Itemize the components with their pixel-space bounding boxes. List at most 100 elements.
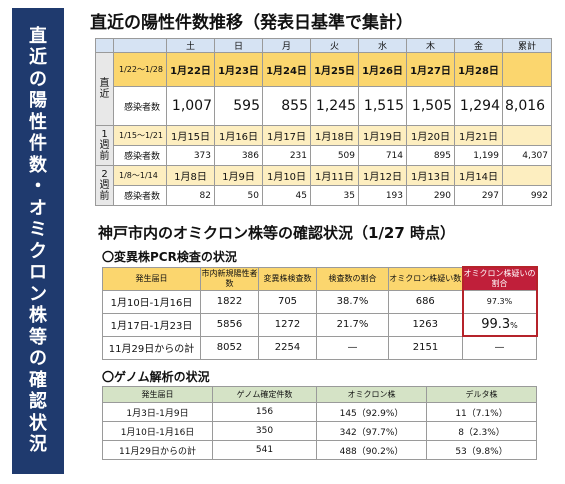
section-title-case-trend: 直近の陽性件数推移（発表日基準で集計） bbox=[90, 13, 413, 33]
header-cell: 日 bbox=[214, 38, 263, 53]
date-cell-empty bbox=[502, 125, 552, 146]
table-cell: 350 bbox=[212, 421, 317, 441]
date-range: 1/15～1/21 bbox=[113, 125, 167, 146]
count-cell: 231 bbox=[262, 145, 311, 166]
big-percent-value: 99.3 bbox=[481, 316, 511, 332]
banner-char: ロ bbox=[29, 262, 47, 283]
table-cell: — bbox=[316, 335, 389, 360]
total-cell: 8,016 bbox=[502, 86, 552, 126]
count-cell: 1,199 bbox=[454, 145, 503, 166]
header-cell: 発生届日 bbox=[102, 386, 213, 403]
date-cell: 1月21日 bbox=[454, 125, 503, 146]
header-cell: 金 bbox=[454, 38, 503, 53]
count-cell: 297 bbox=[454, 185, 503, 206]
banner-char: の bbox=[29, 68, 47, 90]
period-label: 2週前 bbox=[95, 165, 114, 206]
count-cell: 386 bbox=[214, 145, 263, 166]
table-cell: 5856 bbox=[200, 312, 259, 337]
banner-char: 株 bbox=[29, 305, 47, 326]
banner-char: 数 bbox=[29, 154, 47, 176]
table-row: 11月29日からの計 541 488（90.2%） 53（9.8%） bbox=[102, 440, 537, 460]
count-cell: 290 bbox=[406, 185, 455, 206]
banner-char: 状 bbox=[29, 412, 47, 434]
period-label: 1週前 bbox=[95, 125, 114, 166]
count-row: 感染者数 82 50 45 35 193 290 297 992 bbox=[96, 185, 552, 206]
table-cell: 1272 bbox=[258, 312, 317, 337]
period-label: 直近 bbox=[95, 52, 114, 126]
section-title-omicron: 神戸市内のオミクロン株等の確認状況（1/27 時点） bbox=[98, 224, 456, 242]
count-cell: 895 bbox=[406, 145, 455, 166]
banner-char: ミ bbox=[29, 219, 47, 240]
row-label: 感染者数 bbox=[113, 145, 167, 166]
date-cell: 1月28日 bbox=[454, 52, 503, 87]
period-label-text: 1週前 bbox=[99, 129, 110, 162]
subtitle-genome: 〇ゲノム解析の状況 bbox=[102, 370, 210, 384]
table-cell-highlight: 99.3% bbox=[461, 312, 538, 337]
count-cell: 373 bbox=[166, 145, 215, 166]
date-cell: 1月12日 bbox=[358, 165, 407, 186]
period-label-text: 直近 bbox=[99, 78, 110, 100]
count-cell: 45 bbox=[262, 185, 311, 206]
table-row: 1月10日-1月16日 1822 705 38.7% 686 97.3% bbox=[102, 289, 538, 314]
header-cell: オミクロン株 bbox=[316, 386, 427, 403]
count-cell: 35 bbox=[310, 185, 359, 206]
table-cell: 1月10日-1月16日 bbox=[102, 421, 213, 441]
count-cell: 82 bbox=[166, 185, 215, 206]
date-cell: 1月13日 bbox=[406, 165, 455, 186]
header-cell: 累計 bbox=[502, 38, 552, 53]
date-cell: 1月27日 bbox=[406, 52, 455, 87]
header-row: 発生届日 ゲノム確定件数 オミクロン株 デルタ株 bbox=[102, 386, 537, 403]
banner-char: 近 bbox=[29, 47, 47, 68]
table-cell: 21.7% bbox=[316, 312, 389, 337]
table-cell: — bbox=[462, 335, 537, 360]
date-cell: 1月9日 bbox=[214, 165, 263, 186]
count-cell: 1,007 bbox=[166, 86, 215, 126]
table-cell: 2151 bbox=[388, 335, 463, 360]
date-cell: 1月8日 bbox=[166, 165, 215, 186]
header-cell: 市内新規陽性者数 bbox=[200, 266, 259, 291]
header-cell: 火 bbox=[310, 38, 359, 53]
count-cell: 714 bbox=[358, 145, 407, 166]
row-label: 感染者数 bbox=[113, 185, 167, 206]
banner-char: ・ bbox=[29, 176, 47, 197]
header-cell: 水 bbox=[358, 38, 407, 53]
date-range: 1/8～1/14 bbox=[113, 165, 167, 186]
date-cell: 1月10日 bbox=[262, 165, 311, 186]
side-banner: 直 近 の 陽 性 件 数 ・ オ ミ ク ロ ン 株 等 の 確 認 状 況 bbox=[12, 8, 64, 474]
table-cell: 1822 bbox=[200, 289, 259, 314]
table-cell: 156 bbox=[212, 402, 317, 422]
count-cell: 855 bbox=[262, 86, 311, 126]
header-cell: デルタ株 bbox=[426, 386, 537, 403]
header-cell-highlight: オミクロン株疑いの割合 bbox=[461, 266, 538, 291]
table-cell: 2254 bbox=[258, 335, 317, 360]
header-cell: オミクロン株疑い数 bbox=[388, 266, 463, 291]
table-row: 1月10日-1月16日 350 342（97.7%） 8（2.3%） bbox=[102, 421, 537, 441]
table-cell: 1月3日-1月9日 bbox=[102, 402, 213, 422]
header-cell: ゲノム確定件数 bbox=[212, 386, 317, 403]
total-cell: 992 bbox=[502, 185, 552, 206]
case-trend-table: 土 日 月 火 水 木 金 累計 直近 1/22～1/28 1月22日 1月23… bbox=[95, 38, 552, 206]
table-row: 11月29日からの計 8052 2254 — 2151 — bbox=[102, 335, 537, 360]
header-cell: 月 bbox=[262, 38, 311, 53]
table-cell: 11月29日からの計 bbox=[102, 440, 213, 460]
table-cell: 8052 bbox=[200, 335, 259, 360]
banner-char: 等 bbox=[29, 326, 47, 348]
header-cell: 木 bbox=[406, 38, 455, 53]
header-row: 土 日 月 火 水 木 金 累計 bbox=[95, 38, 552, 53]
header-cell bbox=[113, 38, 167, 53]
pcr-table: 発生届日 市内新規陽性者数 変異株検査数 検査数の割合 オミクロン株疑い数 オミ… bbox=[102, 266, 538, 360]
header-cell bbox=[95, 38, 114, 53]
count-cell: 1,294 bbox=[454, 86, 503, 126]
table-cell-highlight: 97.3% bbox=[461, 289, 538, 314]
table-cell: 11（7.1%） bbox=[426, 402, 537, 422]
banner-char: 陽 bbox=[29, 90, 47, 111]
banner-char: 件 bbox=[29, 133, 47, 154]
row-label: 感染者数 bbox=[113, 86, 167, 126]
percent-unit: % bbox=[510, 320, 518, 330]
total-cell: 4,307 bbox=[502, 145, 552, 166]
table-cell: 705 bbox=[258, 289, 317, 314]
header-cell: 変異株検査数 bbox=[258, 266, 317, 291]
date-cell: 1月16日 bbox=[214, 125, 263, 146]
table-cell: 8（2.3%） bbox=[426, 421, 537, 441]
genome-table: 発生届日 ゲノム確定件数 オミクロン株 デルタ株 1月3日-1月9日 156 1… bbox=[102, 386, 537, 460]
